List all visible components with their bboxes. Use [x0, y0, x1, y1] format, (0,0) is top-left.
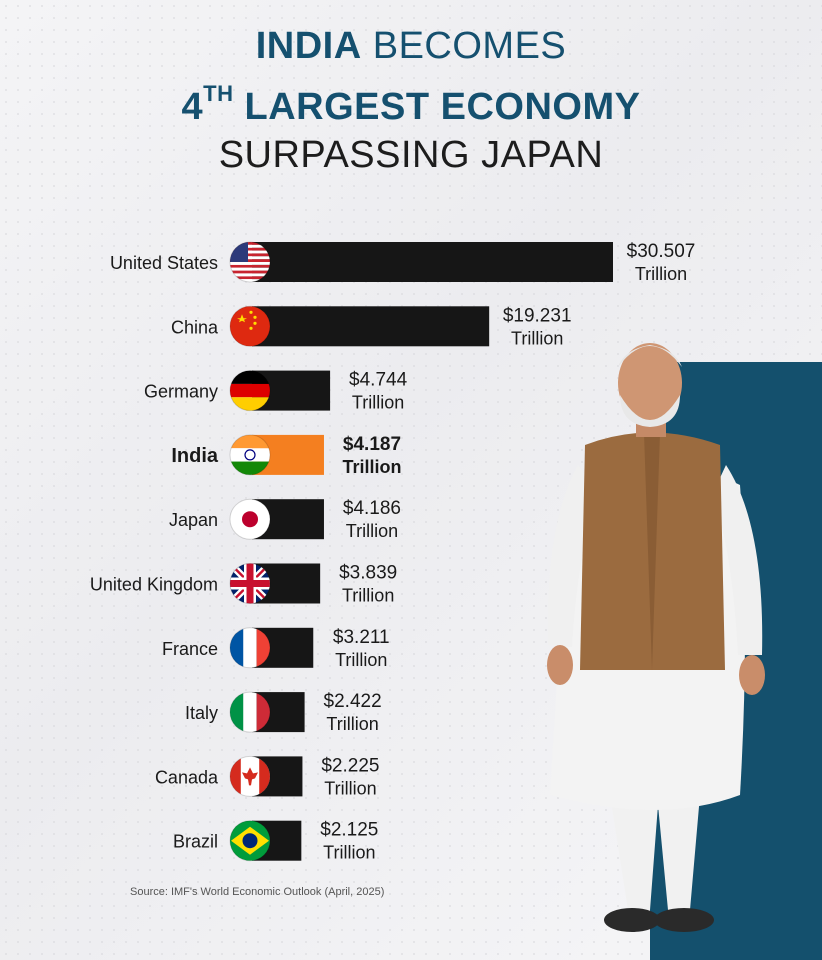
- category-label: China: [171, 317, 219, 337]
- value-label: $3.839: [339, 563, 397, 584]
- headline-india: INDIA: [255, 25, 362, 67]
- category-label: Italy: [185, 703, 218, 723]
- category-label: Germany: [144, 382, 218, 402]
- germany-flag-icon: [230, 370, 270, 411]
- unit-label: Trillion: [324, 778, 376, 798]
- headline-largest-economy: LARGEST ECONOMY: [233, 86, 641, 128]
- headline-rank-suffix: TH: [203, 81, 234, 106]
- headline-becomes: BECOMES: [361, 25, 567, 67]
- india-flag-icon: [230, 434, 270, 475]
- unit-label: Trillion: [326, 714, 378, 734]
- brazil-flag-icon: [230, 820, 270, 861]
- value-label: $30.507: [627, 241, 696, 262]
- value-label: $2.225: [321, 755, 379, 776]
- category-label: United Kingdom: [90, 575, 218, 595]
- person-photo: [547, 343, 765, 932]
- value-label: $2.422: [324, 691, 382, 712]
- value-label: $3.211: [333, 627, 390, 648]
- uk-flag-icon: [230, 563, 270, 604]
- headline-line-3: SURPASSING JAPAN: [218, 134, 604, 176]
- unit-label: Trillion: [635, 264, 687, 284]
- unit-label: Trillion: [323, 843, 375, 863]
- unit-label: Trillion: [352, 393, 404, 413]
- unit-label: Trillion: [342, 586, 394, 606]
- headline-rank: 4: [181, 86, 204, 128]
- headline-line-1: INDIA BECOMES: [0, 22, 822, 70]
- value-label: $4.744: [349, 370, 408, 391]
- value-label: $19.231: [503, 305, 572, 326]
- japan-flag-icon: [230, 499, 270, 540]
- category-label: Canada: [155, 767, 219, 787]
- category-label: France: [162, 639, 218, 659]
- bar-china: [252, 306, 490, 347]
- unit-label: Trillion: [511, 328, 563, 348]
- france-flag-icon: [230, 627, 270, 668]
- category-label: United States: [110, 253, 218, 273]
- headline-line-2: 4TH LARGEST ECONOMY: [0, 70, 822, 131]
- category-label: Brazil: [173, 832, 218, 852]
- unit-label: Trillion: [342, 457, 401, 477]
- bar-united-states: [252, 242, 613, 282]
- category-label: Japan: [169, 510, 218, 530]
- china-flag-icon: [230, 306, 270, 347]
- unit-label: Trillion: [335, 650, 387, 670]
- value-label: $4.187: [343, 434, 401, 455]
- value-label: $2.125: [320, 820, 378, 841]
- canada-flag-icon: [230, 756, 270, 797]
- headline: INDIA BECOMES 4TH LARGEST ECONOMY SURPAS…: [0, 22, 822, 179]
- category-label: India: [171, 445, 219, 467]
- source-note: Source: IMF's World Economic Outlook (Ap…: [130, 886, 385, 898]
- unit-label: Trillion: [346, 521, 398, 541]
- italy-flag-icon: [230, 692, 270, 733]
- value-label: $4.186: [343, 498, 401, 519]
